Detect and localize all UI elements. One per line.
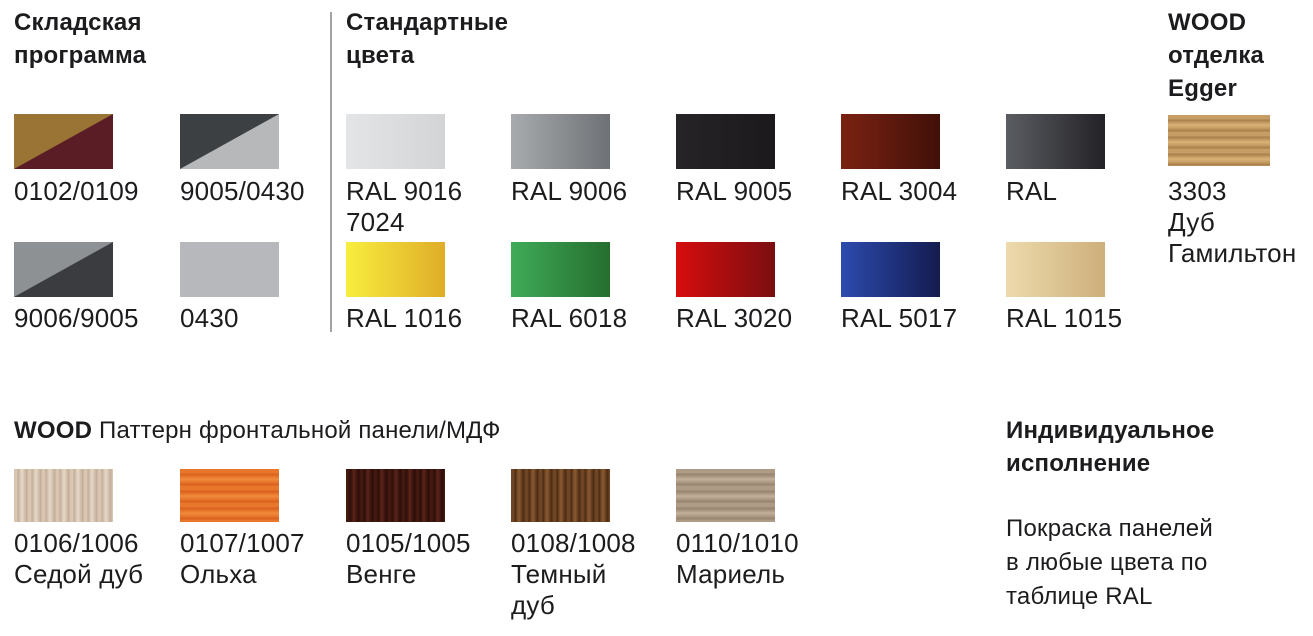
wood-mdf-title-bold: WOOD	[14, 417, 93, 444]
label-0110-1010: 0110/1010 Мариель	[676, 528, 799, 589]
label-ral-1016: RAL 1016	[346, 303, 463, 333]
swatch-egger-3303	[1168, 115, 1270, 166]
warehouse-section-title: Складская программа	[14, 9, 147, 69]
swatch-ral-5017	[841, 242, 940, 297]
section-divider	[330, 12, 332, 332]
label-9005-0430: 9005/0430	[180, 176, 305, 206]
wood-mdf-section-title: WOOD Паттерн фронтальной панели/МДФ	[14, 414, 501, 447]
swatch-ral-1016	[346, 242, 445, 297]
swatch-0108-1008	[511, 469, 610, 522]
label-0102-0109: 0102/0109	[14, 176, 139, 206]
swatch-ral	[1006, 114, 1105, 169]
swatch-0106-1006	[14, 469, 113, 522]
label-9006-9005: 9006/9005	[14, 303, 139, 333]
label-0106-1006: 0106/1006 Седой дуб	[14, 528, 144, 589]
label-ral-1015: RAL 1015	[1006, 303, 1123, 333]
label-ral-3004: RAL 3004	[841, 176, 958, 206]
swatch-ral-9005	[676, 114, 775, 169]
swatch-0102-0109	[14, 114, 113, 169]
swatch-0105-1005	[346, 469, 445, 522]
swatch-0110-1010	[676, 469, 775, 522]
label-ral-5017: RAL 5017	[841, 303, 958, 333]
label-ral-6018: RAL 6018	[511, 303, 628, 333]
swatch-ral-3004	[841, 114, 940, 169]
swatch-9005-0430	[180, 114, 279, 169]
swatch-ral-6018	[511, 242, 610, 297]
custom-finish-text: Покраска панелей в любые цвета по таблиц…	[1006, 515, 1213, 610]
label-0108-1008: 0108/1008 Темный дуб	[511, 528, 636, 620]
wood-egger-section-title: WOOD отделка Egger	[1168, 9, 1265, 102]
wood-mdf-title-rest: Паттерн фронтальной панели/МДФ	[92, 417, 501, 444]
swatch-ral-1015	[1006, 242, 1105, 297]
label-ral-9016-7024: RAL 9016 7024	[346, 176, 463, 237]
swatch-0107-1007	[180, 469, 279, 522]
swatch-9006-9005	[14, 242, 113, 297]
label-egger-3303: 3303 Дуб Гамильтон	[1168, 176, 1297, 268]
swatch-0430	[180, 242, 279, 297]
custom-finish-title: Индивидуальное исполнение	[1006, 417, 1215, 477]
standard-colors-section-title: Стандартные цвета	[346, 9, 509, 69]
label-0105-1005: 0105/1005 Венге	[346, 528, 471, 589]
label-0430: 0430	[180, 303, 239, 333]
label-0107-1007: 0107/1007 Ольха	[180, 528, 305, 589]
label-ral-9005: RAL 9005	[676, 176, 793, 206]
label-ral-9006: RAL 9006	[511, 176, 628, 206]
swatch-ral-3020	[676, 242, 775, 297]
label-ral-3020: RAL 3020	[676, 303, 793, 333]
swatch-ral-9016-7024	[346, 114, 445, 169]
swatch-ral-9006	[511, 114, 610, 169]
label-ral: RAL	[1006, 176, 1058, 206]
